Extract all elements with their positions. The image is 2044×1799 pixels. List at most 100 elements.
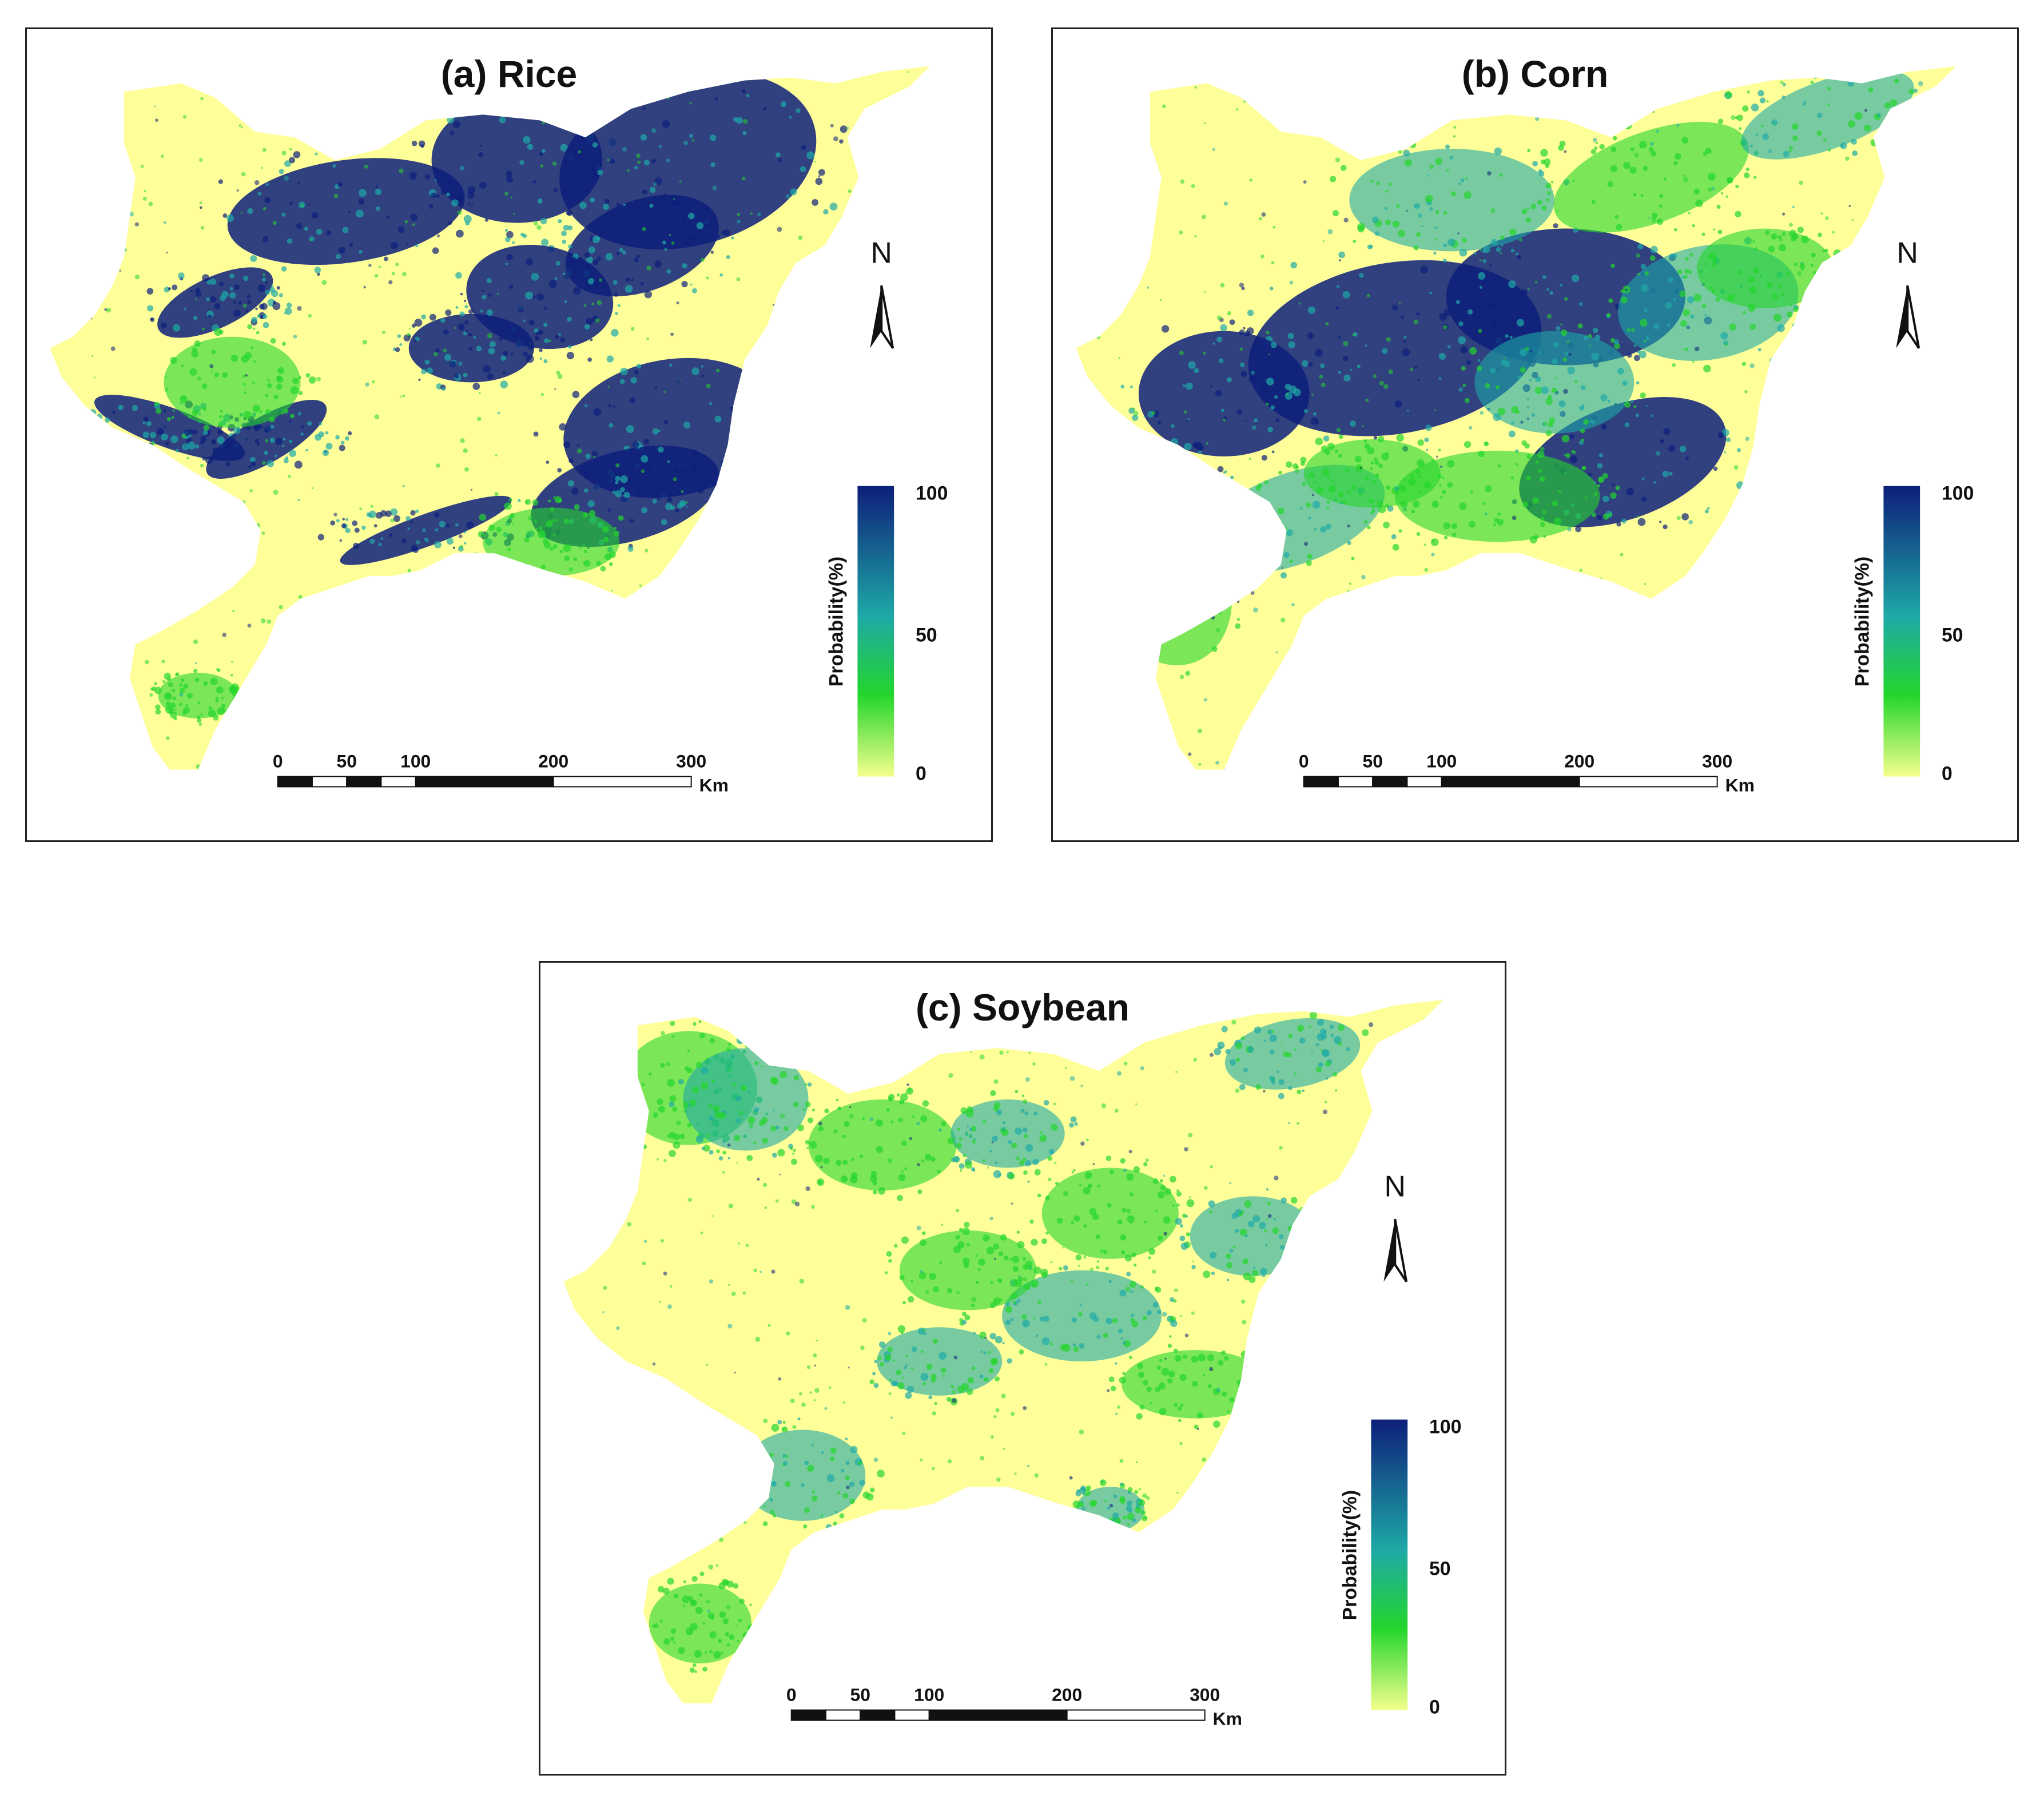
probability-speck bbox=[1204, 1475, 1208, 1479]
probability-speck bbox=[982, 1158, 986, 1162]
probability-speck bbox=[272, 221, 277, 225]
probability-speck bbox=[77, 673, 81, 677]
probability-speck bbox=[1634, 153, 1639, 158]
probability-speck bbox=[1936, 448, 1939, 451]
probability-speck bbox=[96, 414, 103, 420]
probability-speck bbox=[667, 1304, 672, 1309]
probability-speck bbox=[93, 149, 98, 155]
probability-speck bbox=[1094, 503, 1099, 507]
probability-speck bbox=[1542, 422, 1546, 426]
probability-speck bbox=[1099, 467, 1101, 469]
probability-speck bbox=[1119, 1496, 1126, 1502]
probability-speck bbox=[608, 404, 611, 407]
probability-speck bbox=[365, 382, 369, 387]
probability-speck bbox=[466, 648, 470, 652]
probability-speck bbox=[660, 1239, 664, 1243]
probability-speck bbox=[337, 182, 343, 187]
probability-speck bbox=[1246, 327, 1254, 335]
probability-speck bbox=[432, 247, 439, 255]
probability-speck bbox=[1736, 448, 1741, 452]
probability-speck bbox=[559, 549, 563, 553]
probability-speck bbox=[920, 1372, 929, 1381]
probability-speck bbox=[1379, 380, 1384, 386]
probability-speck bbox=[911, 1347, 917, 1352]
probability-speck bbox=[216, 686, 224, 694]
probability-speck bbox=[731, 468, 735, 473]
probability-speck bbox=[725, 709, 728, 713]
probability-speck bbox=[359, 189, 367, 197]
probability-speck bbox=[182, 115, 187, 119]
probability-speck bbox=[872, 168, 877, 173]
probability-speck bbox=[1280, 1245, 1285, 1250]
probability-speck bbox=[1313, 412, 1317, 416]
probability-speck bbox=[817, 722, 821, 726]
probability-speck bbox=[1214, 575, 1219, 579]
probability-speck bbox=[1800, 624, 1804, 628]
probability-speck bbox=[1145, 610, 1148, 613]
probability-speck bbox=[489, 341, 496, 348]
probability-speck bbox=[1297, 1089, 1302, 1094]
probability-speck bbox=[1351, 557, 1355, 561]
probability-speck bbox=[723, 1579, 730, 1586]
probability-speck bbox=[1333, 1072, 1338, 1077]
probability-speck bbox=[1022, 1127, 1028, 1133]
probability-speck bbox=[897, 283, 900, 286]
probability-speck bbox=[749, 1603, 752, 1606]
probability-speck bbox=[1804, 608, 1808, 612]
probability-speck bbox=[1164, 1357, 1167, 1360]
probability-speck bbox=[1796, 733, 1802, 738]
probability-speck bbox=[1072, 1500, 1081, 1508]
probability-speck bbox=[1458, 321, 1464, 327]
probability-speck bbox=[1469, 490, 1473, 494]
scale-bar-unit: Km bbox=[1725, 775, 1755, 795]
probability-speck bbox=[1457, 588, 1461, 591]
probability-speck bbox=[1431, 553, 1435, 557]
probability-speck bbox=[807, 641, 811, 645]
probability-speck bbox=[743, 1520, 747, 1524]
probability-speck bbox=[762, 1182, 768, 1188]
probability-speck bbox=[1297, 1024, 1304, 1032]
probability-speck bbox=[901, 1170, 904, 1173]
probability-speck bbox=[613, 280, 618, 285]
probability-speck bbox=[671, 1035, 675, 1038]
probability-speck bbox=[1258, 526, 1264, 533]
probability-speck bbox=[910, 1367, 914, 1371]
probability-speck bbox=[1304, 542, 1309, 546]
probability-speck bbox=[642, 107, 646, 110]
probability-speck bbox=[105, 227, 108, 229]
probability-speck bbox=[691, 1086, 699, 1094]
probability-speck bbox=[1236, 618, 1240, 621]
probability-speck bbox=[630, 698, 633, 701]
probability-speck bbox=[1126, 1272, 1131, 1277]
probability-speck bbox=[1392, 304, 1398, 311]
probability-speck bbox=[1545, 605, 1549, 609]
probability-speck bbox=[1711, 186, 1715, 191]
probability-speck bbox=[226, 462, 231, 467]
probability-speck bbox=[1598, 577, 1602, 581]
probability-speck bbox=[1823, 138, 1827, 142]
probability-speck bbox=[1494, 518, 1499, 523]
probability-speck bbox=[1782, 670, 1786, 674]
probability-speck bbox=[1132, 603, 1138, 609]
probability-speck bbox=[1526, 207, 1530, 211]
probability-speck bbox=[1003, 1448, 1005, 1450]
probability-speck bbox=[1434, 410, 1437, 412]
probability-speck bbox=[1751, 286, 1755, 289]
probability-speck bbox=[481, 700, 484, 702]
probability-speck bbox=[1425, 1438, 1428, 1441]
probability-speck bbox=[463, 448, 468, 454]
probability-speck bbox=[1235, 108, 1239, 111]
probability-speck bbox=[109, 554, 112, 557]
probability-speck bbox=[1621, 678, 1625, 682]
probability-speck bbox=[1203, 1270, 1211, 1278]
probability-speck bbox=[1880, 188, 1883, 190]
probability-speck bbox=[1494, 147, 1502, 156]
probability-speck bbox=[1464, 398, 1470, 403]
probability-speck bbox=[1041, 1337, 1050, 1345]
probability-speck bbox=[204, 496, 208, 501]
probability-speck bbox=[1835, 542, 1839, 546]
probability-speck bbox=[1090, 1527, 1094, 1531]
probability-speck bbox=[429, 313, 436, 321]
probability-speck bbox=[956, 1683, 961, 1689]
probability-speck bbox=[524, 110, 527, 113]
